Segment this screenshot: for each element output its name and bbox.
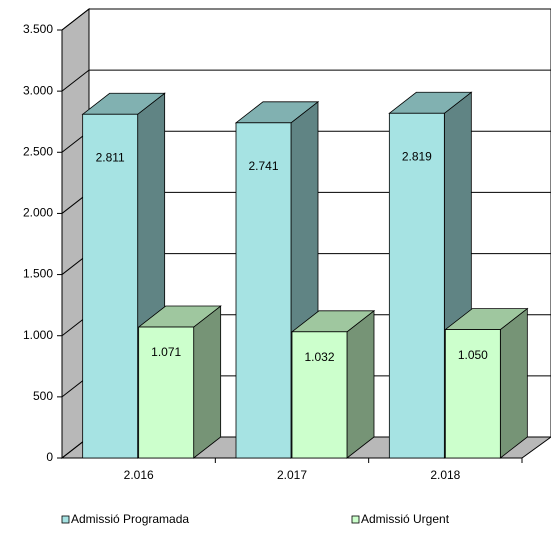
y-tick-label: 2.500 [23,144,53,158]
x-tick-label: 2.017 [277,468,307,482]
bar [137,305,222,459]
bar-front [138,326,195,459]
legend-swatch [61,515,70,524]
value-label: 1.050 [458,348,488,362]
bar-side [499,307,528,459]
bar-front [82,113,139,459]
bar-side [346,309,375,459]
value-label: 1.032 [304,350,334,364]
value-label: 2.811 [96,150,125,164]
value-label: 1.071 [151,345,181,359]
bar-front [291,331,348,459]
y-tick-label: 2.000 [23,206,53,220]
bar-front [444,329,501,459]
y-tick-label: 3.500 [23,22,53,36]
value-label: 2.741 [248,159,278,173]
bar [444,307,529,459]
grid-line-side [61,69,90,92]
legend-label: Admissió Urgent [361,512,450,526]
bar [290,309,376,459]
y-tick-label: 3.000 [23,83,53,97]
x-tick-label: 2.016 [124,468,154,482]
bar-front [388,112,445,459]
y-tick-label: 1.000 [23,328,53,342]
y-tick-label: 0 [46,450,53,464]
legend-label: Admissió Programada [71,512,189,526]
bar-side [193,305,222,459]
x-tick-label: 2.018 [430,468,460,482]
bar-front [235,122,292,459]
y-tick-label: 1.500 [23,267,53,281]
bar [81,92,166,459]
y-tick-label: 500 [33,389,53,403]
grid-line-side [61,8,90,31]
value-label: 2.819 [402,149,432,163]
legend-swatch [351,515,360,524]
